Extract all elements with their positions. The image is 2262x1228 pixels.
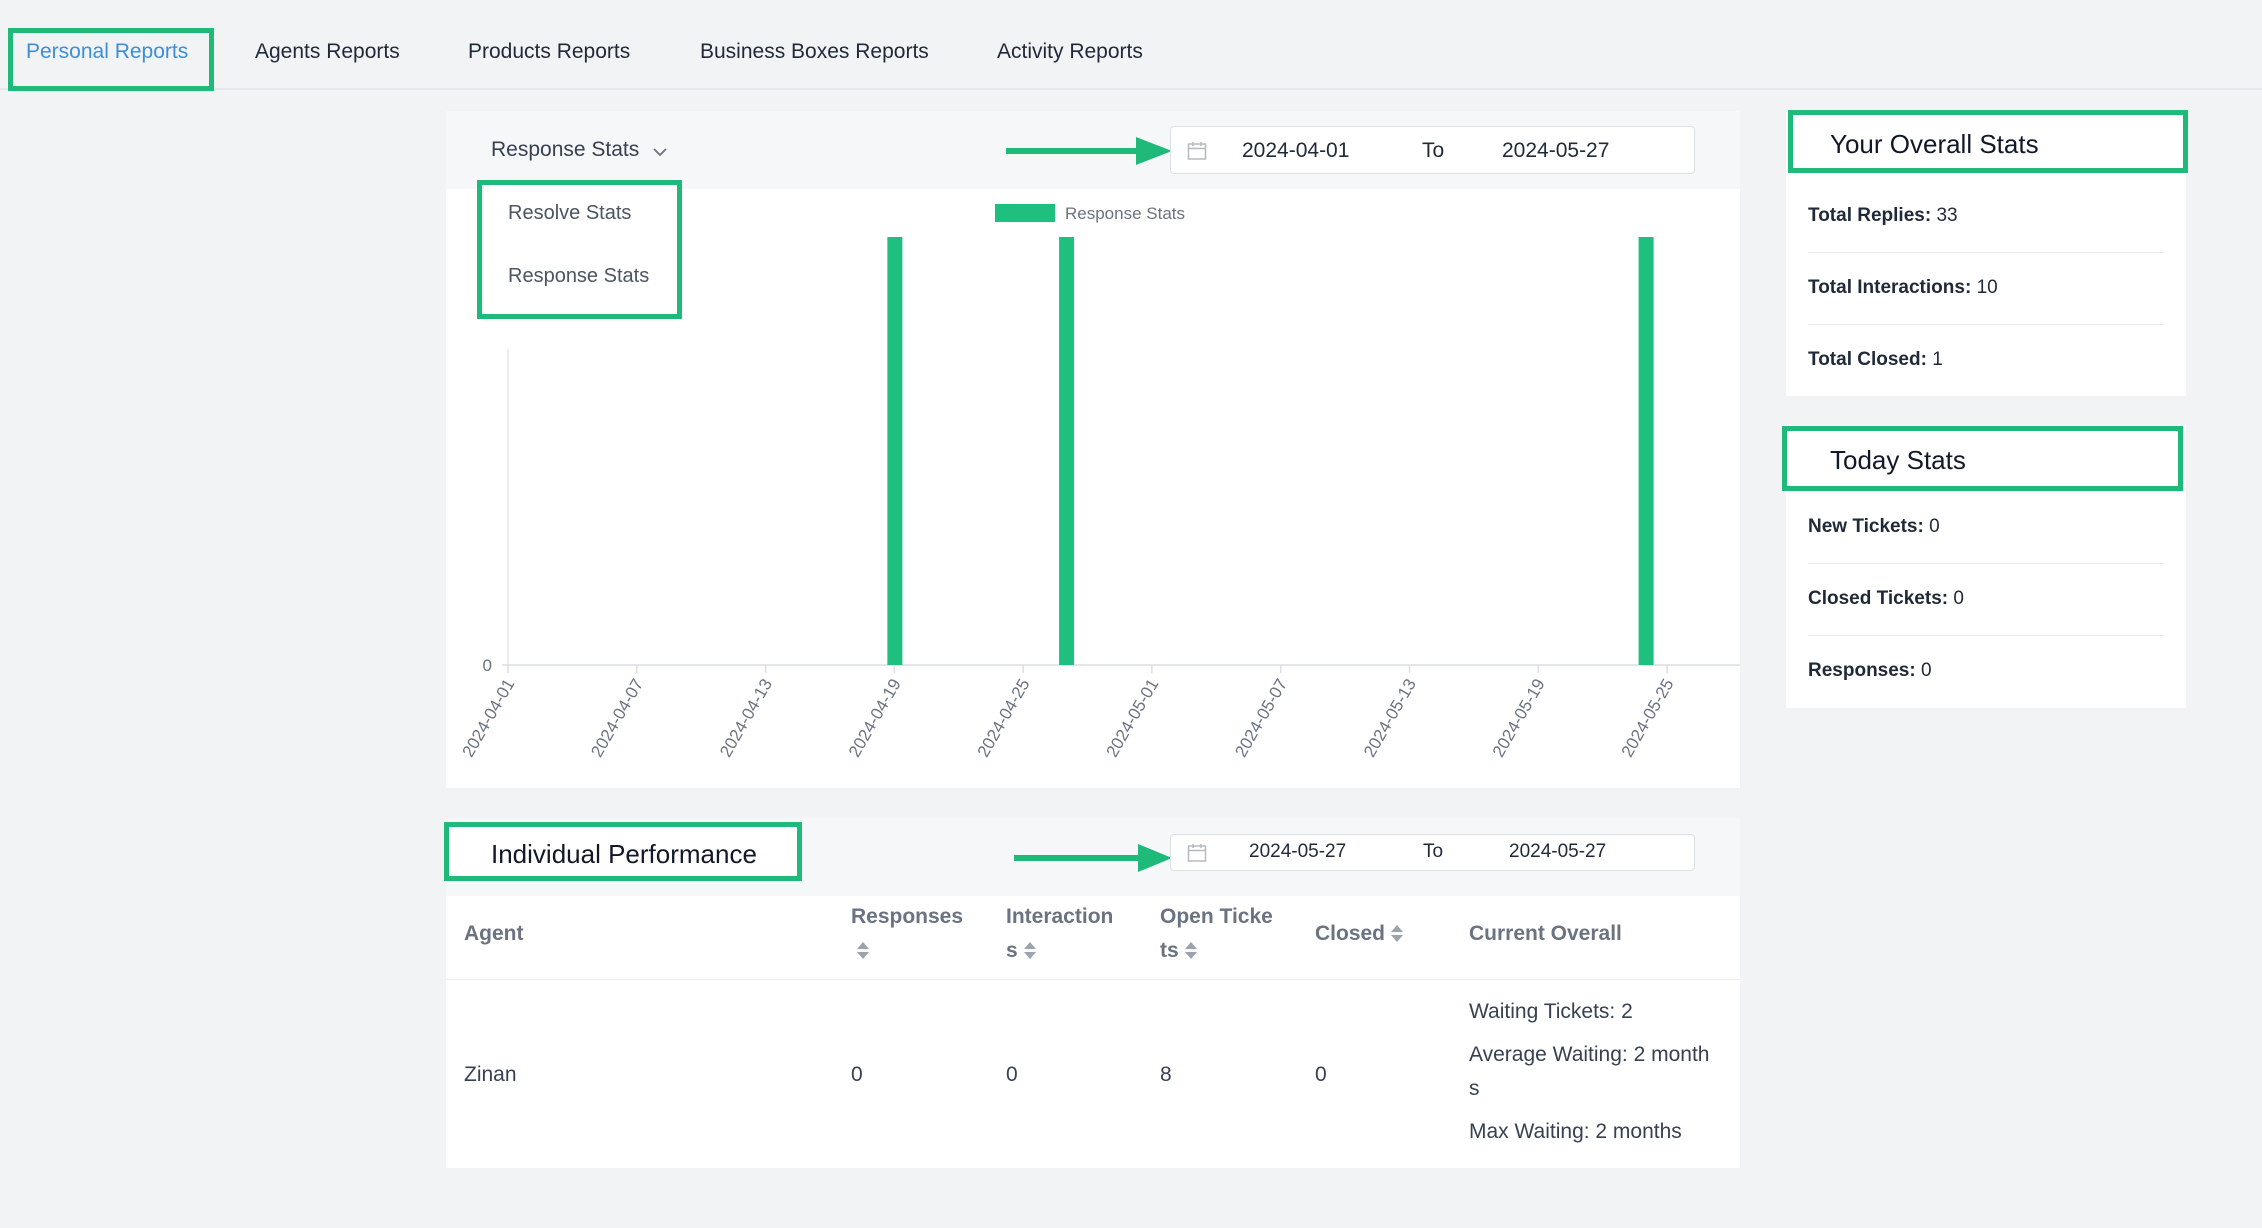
stats-type-select[interactable]: Response Stats <box>491 138 668 162</box>
column-header-closed-label: Closed <box>1315 922 1386 945</box>
performance-title: Individual Performance <box>491 839 757 869</box>
stats-type-dropdown: Resolve Stats Response Stats <box>484 185 678 314</box>
cell-interactions: 0 <box>1006 1063 1018 1086</box>
dropdown-option-response-stats[interactable]: Response Stats <box>508 265 650 287</box>
cell-agent: Zinan <box>464 1063 517 1086</box>
stat-label: Responses: <box>1808 660 1916 681</box>
sort-icon[interactable] <box>1184 941 1197 961</box>
stat-row-total-replies: Total Replies: 33 <box>1808 181 2164 253</box>
cell-open-tickets: 8 <box>1160 1063 1172 1086</box>
stats-date-to[interactable]: 2024-05-27 <box>1502 139 1610 162</box>
column-header-open-tickets-label-2: ts <box>1160 939 1179 962</box>
stats-date-from[interactable]: 2024-04-01 <box>1242 139 1350 162</box>
tab-products-reports[interactable]: Products Reports <box>468 40 631 63</box>
performance-date-from[interactable]: 2024-05-27 <box>1249 841 1347 862</box>
overall-stats-title: Your Overall Stats <box>1830 129 2039 159</box>
annotation-arrow-right-icon <box>1014 844 1172 872</box>
column-header-responses[interactable]: Responses <box>851 900 963 968</box>
chart-bar <box>1638 237 1654 665</box>
column-header-interactions-label: Interaction <box>1006 905 1114 928</box>
column-header-closed[interactable]: Closed <box>1315 917 1404 951</box>
x-tick-label: 2024-04-07 <box>587 676 647 761</box>
annotation-arrow-right-icon <box>1006 137 1172 165</box>
cell-closed: 0 <box>1315 1063 1327 1086</box>
stat-row-closed-tickets: Closed Tickets: 0 <box>1808 564 2164 636</box>
calendar-icon <box>1187 142 1207 160</box>
column-header-open-tickets[interactable]: Open Ticke ts <box>1160 900 1273 968</box>
x-tick-label: 2024-04-25 <box>974 676 1034 761</box>
chevron-down-icon <box>653 148 667 157</box>
calendar-icon <box>1187 844 1207 862</box>
performance-table-header: Agent Responses Interaction s Open Ticke… <box>446 896 1740 980</box>
stat-row-total-interactions: Total Interactions: 10 <box>1808 253 2164 325</box>
today-stats-title: Today Stats <box>1830 445 1966 475</box>
today-stats-title-box: Today Stats <box>1782 426 2183 491</box>
cell-responses: 0 <box>851 1063 863 1086</box>
column-header-interactions-label-2: s <box>1006 939 1018 962</box>
chart-bar <box>887 237 903 665</box>
column-header-responses-label: Responses <box>851 905 964 928</box>
tab-personal-reports[interactable]: Personal Reports <box>26 40 189 63</box>
dropdown-highlight <box>477 180 682 319</box>
response-stats-chart: 0 Response Stats 2024-04-01 2024-04-07 2024-… <box>459 204 1740 761</box>
tab-agents-reports[interactable]: Agents Reports <box>255 40 400 63</box>
legend-label: Response Stats <box>1065 204 1185 223</box>
stat-row-total-closed: Total Closed: 1 <box>1808 325 2164 397</box>
stat-value: 1 <box>1932 349 1943 370</box>
x-tick-label: 2024-04-13 <box>716 676 776 761</box>
x-tick-label: 2024-04-01 <box>459 676 519 761</box>
stat-value: 33 <box>1936 205 1958 226</box>
dropdown-option-resolve-stats[interactable]: Resolve Stats <box>508 202 632 224</box>
stat-label: Closed Tickets: <box>1808 588 1949 609</box>
performance-date-range-picker[interactable]: 2024-05-27 To 2024-05-27 <box>1170 834 1695 871</box>
column-header-interactions[interactable]: Interaction s <box>1006 900 1113 968</box>
table-row: Zinan 0 0 8 0 Waiting Tickets: 2 Average… <box>446 981 1740 1168</box>
stat-row-new-tickets: New Tickets: 0 <box>1808 492 2164 564</box>
waiting-tickets-text: Waiting Tickets: 2 <box>1469 1000 1633 1023</box>
x-tick-label: 2024-05-25 <box>1618 676 1678 761</box>
stat-value: 0 <box>1929 516 1940 537</box>
max-waiting-text: Max Waiting: 2 months <box>1469 1120 1682 1143</box>
stat-value: 0 <box>1920 660 1932 681</box>
stat-value: 10 <box>1976 277 1998 298</box>
x-tick-label: 2024-05-01 <box>1102 676 1162 761</box>
chart-bar <box>1059 237 1075 665</box>
column-header-open-tickets-label: Open Ticke <box>1160 905 1273 928</box>
report-tabs: Personal Reports Agents Reports Products… <box>0 0 2262 90</box>
performance-date-separator: To <box>1423 841 1444 862</box>
x-tick-label: 2024-05-07 <box>1231 676 1291 761</box>
stat-row-responses: Responses: 0 <box>1808 636 2164 708</box>
stats-type-select-value: Response Stats <box>491 138 640 161</box>
performance-title-box: Individual Performance <box>444 822 802 881</box>
stat-label: Total Interactions: <box>1808 277 1972 298</box>
average-waiting-text-wrap: s <box>1469 1077 1480 1100</box>
performance-date-to[interactable]: 2024-05-27 <box>1509 841 1607 862</box>
column-header-agent: Agent <box>464 922 524 945</box>
sort-icon[interactable] <box>1391 924 1404 944</box>
stat-label: New Tickets: <box>1808 516 1924 537</box>
x-tick-label: 2024-05-13 <box>1360 676 1420 761</box>
stats-date-range-picker[interactable]: 2024-04-01 To 2024-05-27 <box>1170 126 1695 174</box>
sort-icon[interactable] <box>1023 941 1036 961</box>
stat-value: 0 <box>1953 588 1964 609</box>
stat-label: Total Replies: <box>1808 205 1932 226</box>
stats-date-separator: To <box>1422 139 1445 162</box>
legend-swatch <box>995 204 1055 222</box>
average-waiting-text: Average Waiting: 2 month <box>1469 1043 1710 1066</box>
tab-business-boxes-reports[interactable]: Business Boxes Reports <box>700 40 929 63</box>
tab-highlight <box>8 28 214 91</box>
x-tick-label: 2024-04-19 <box>845 676 905 761</box>
column-header-current-overall: Current Overall <box>1469 922 1622 945</box>
sort-icon[interactable] <box>857 941 869 961</box>
y-tick-label: 0 <box>483 656 492 675</box>
tab-activity-reports[interactable]: Activity Reports <box>997 40 1143 63</box>
overall-stats-title-box: Your Overall Stats <box>1788 110 2188 173</box>
stat-label: Total Closed: <box>1808 349 1927 370</box>
x-tick-label: 2024-05-19 <box>1489 676 1549 761</box>
cell-current-overall: Waiting Tickets: 2 Average Waiting: 2 mo… <box>1469 995 1709 1149</box>
